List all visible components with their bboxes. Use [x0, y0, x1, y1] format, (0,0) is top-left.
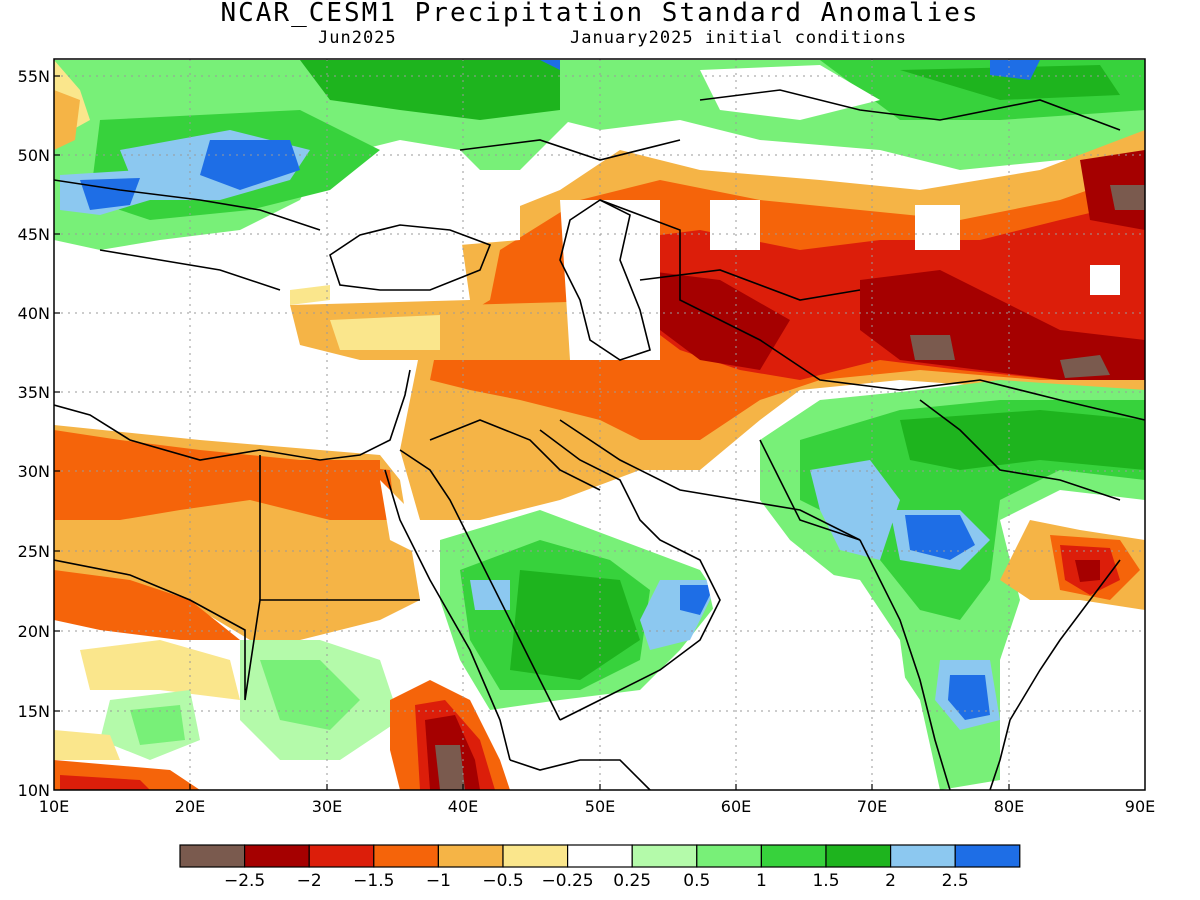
colorbar-label: −1 [426, 871, 451, 891]
colorbar-swatch [566, 844, 633, 868]
anomaly-field [54, 60, 1145, 790]
lat-label: 25N [18, 542, 50, 561]
lon-label: 30E [312, 797, 342, 816]
lon-label: 50E [585, 797, 615, 816]
lat-label: 55N [18, 67, 50, 86]
axis-ticks [54, 75, 1010, 790]
lat-label: 30N [18, 462, 50, 481]
lon-label: 90E [1125, 797, 1155, 816]
colorbar-swatch [373, 844, 439, 868]
colorbar-label: 0.25 [613, 871, 651, 891]
lon-label: 10E [39, 797, 69, 816]
lat-label: 50N [18, 146, 50, 165]
colorbar-swatch [308, 844, 375, 868]
colorbar [179, 844, 1021, 868]
colorbar-label: −1.5 [353, 871, 394, 891]
lat-label: 20N [18, 622, 50, 641]
lon-label: 40E [448, 797, 478, 816]
lat-label: 45N [18, 225, 50, 244]
colorbar-label: 1 [756, 871, 767, 891]
lat-label: 15N [18, 702, 50, 721]
lat-label: 10N [18, 781, 50, 800]
colorbar-swatch [502, 844, 569, 868]
lon-label: 70E [857, 797, 887, 816]
lon-label: 80E [994, 797, 1024, 816]
colorbar-label: 2 [885, 871, 896, 891]
coastlines [54, 89, 1145, 790]
colorbar-swatch [631, 844, 698, 868]
colorbar-label: −2 [297, 871, 322, 891]
lon-label: 60E [721, 797, 751, 816]
colorbar-swatch [825, 844, 892, 868]
map-title: NCAR_CESM1 Precipitation Standard Anomal… [220, 0, 980, 28]
colorbar-swatch [696, 844, 762, 868]
lon-label: 20E [175, 797, 205, 816]
colorbar-swatch [760, 844, 827, 868]
colorbar-swatch [889, 844, 956, 868]
colorbar-swatch [954, 844, 1021, 868]
initial-conditions: January2025 initial conditions [570, 28, 908, 48]
colorbar-label: −0.25 [542, 871, 594, 891]
colorbar-swatch [437, 844, 504, 868]
colorbar-swatch [179, 844, 246, 868]
colorbar-swatch [244, 844, 310, 868]
colorbar-label: 2.5 [942, 871, 969, 891]
colorbar-label: −0.5 [482, 871, 523, 891]
colorbar-label: 0.5 [683, 871, 710, 891]
colorbar-labels: −2.5 −2 −1.5 −1 −0.5 −0.25 0.25 0.5 1 1.5 2 2.5 [224, 871, 969, 891]
lat-label: 40N [18, 304, 50, 323]
lat-label: 35N [18, 383, 50, 402]
colorbar-label: 1.5 [812, 871, 839, 891]
latitude-labels: 55N 50N 45N 40N 35N 30N 25N 20N 15N 10N [18, 67, 50, 800]
colorbar-label: −2.5 [224, 871, 265, 891]
longitude-labels: 10E 20E 30E 40E 50E 60E 70E 80E 90E [39, 797, 1155, 816]
forecast-month: Jun2025 [318, 28, 397, 48]
graticule [54, 59, 1145, 790]
